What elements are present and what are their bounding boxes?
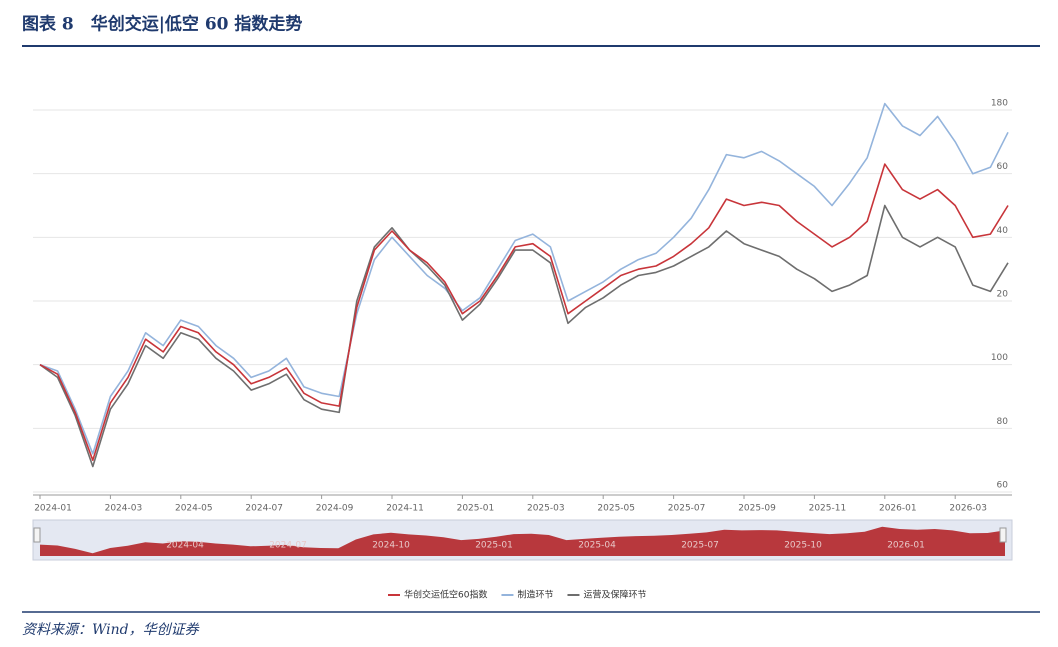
y-tick-label: 20 [997, 290, 1009, 300]
y-tick-label: 180 [991, 99, 1008, 109]
slider-area [40, 526, 1005, 556]
x-tick-label: 2024-03 [105, 504, 143, 514]
y-tick-label: 60 [997, 162, 1009, 172]
slider-label: 2024-10 [372, 541, 410, 551]
legend-label: 华创交运低空60指数 [404, 589, 487, 601]
x-tick-label: 2025-07 [668, 504, 706, 514]
x-tick-label: 2025-09 [738, 504, 776, 514]
y-tick-label: 60 [997, 481, 1009, 491]
x-tick-label: 2024-07 [245, 504, 283, 514]
legend-label: 运营及保障环节 [583, 589, 646, 601]
slider-label: 2025-04 [578, 541, 616, 551]
slider-label: 2024-04 [166, 541, 204, 551]
x-tick-label: 2024-01 [34, 504, 72, 514]
x-tick-label: 2025-05 [597, 504, 635, 514]
x-tick-label: 2024-09 [316, 504, 354, 514]
x-tick-label: 2025-03 [527, 504, 565, 514]
slider-label: 2024-07 [269, 541, 307, 551]
x-tick-label: 2025-11 [809, 504, 847, 514]
chart-title: 图表 8 华创交运|低空 60 指数走势 [22, 14, 302, 35]
x-tick-label: 2025-01 [457, 504, 495, 514]
x-tick-label: 2024-05 [175, 504, 213, 514]
y-tick-label: 40 [997, 226, 1009, 236]
y-tick-label: 80 [997, 417, 1009, 427]
slider-label: 2025-10 [784, 541, 822, 551]
source-note: 资料来源：Wind，华创证券 [22, 622, 200, 638]
slider-label: 2025-07 [681, 541, 719, 551]
legend-label: 制造环节 [517, 589, 553, 601]
series-line [39, 204, 1009, 468]
y-tick-label: 100 [991, 353, 1008, 363]
x-tick-label: 2026-01 [879, 504, 917, 514]
slider-handle[interactable] [999, 527, 1007, 543]
slider-label: 2025-01 [475, 541, 513, 551]
x-tick-label: 2026-03 [949, 504, 987, 514]
x-tick-label: 2024-11 [386, 504, 424, 514]
series-line [39, 102, 1009, 455]
slider-label: 2026-01 [887, 541, 925, 551]
slider-handle[interactable] [33, 527, 41, 543]
series-line [39, 163, 1009, 461]
